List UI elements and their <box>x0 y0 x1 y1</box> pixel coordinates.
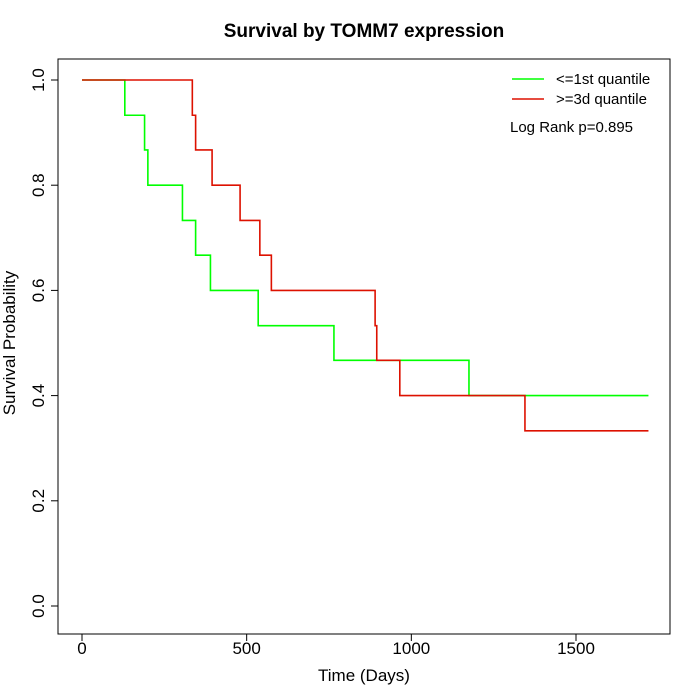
legend-label: <=1st quantile <box>556 71 650 88</box>
log-rank-annotation: Log Rank p=0.895 <box>510 119 633 136</box>
x-axis-label: Time (Days) <box>318 666 410 685</box>
x-axis: 0 500 1000 1500 <box>77 633 595 658</box>
x-tick-label: 1500 <box>557 639 595 658</box>
survival-curve-low <box>82 79 649 397</box>
y-tick-label: 0.0 <box>29 594 48 618</box>
legend-label: >=3d quantile <box>556 91 647 108</box>
x-tick-label: 0 <box>77 639 86 658</box>
y-axis-label: Survival Probability <box>0 270 19 415</box>
y-tick-label: 0.2 <box>29 489 48 513</box>
chart-title: Survival by TOMM7 expression <box>224 21 505 42</box>
legend: <=1st quantile >=3d quantile <box>512 71 650 108</box>
x-tick-label: 500 <box>232 639 260 658</box>
series-layer <box>82 79 649 432</box>
y-tick-label: 0.6 <box>29 279 48 303</box>
y-tick-label: 1.0 <box>29 68 48 92</box>
x-tick-label: 1000 <box>392 639 430 658</box>
plot-frame <box>57 58 671 635</box>
y-tick-label: 0.8 <box>29 173 48 197</box>
y-tick-label: 0.4 <box>29 384 48 408</box>
survival-curve-high <box>82 79 649 432</box>
y-axis: 0.0 0.2 0.4 0.6 0.8 1.0 <box>29 68 59 618</box>
